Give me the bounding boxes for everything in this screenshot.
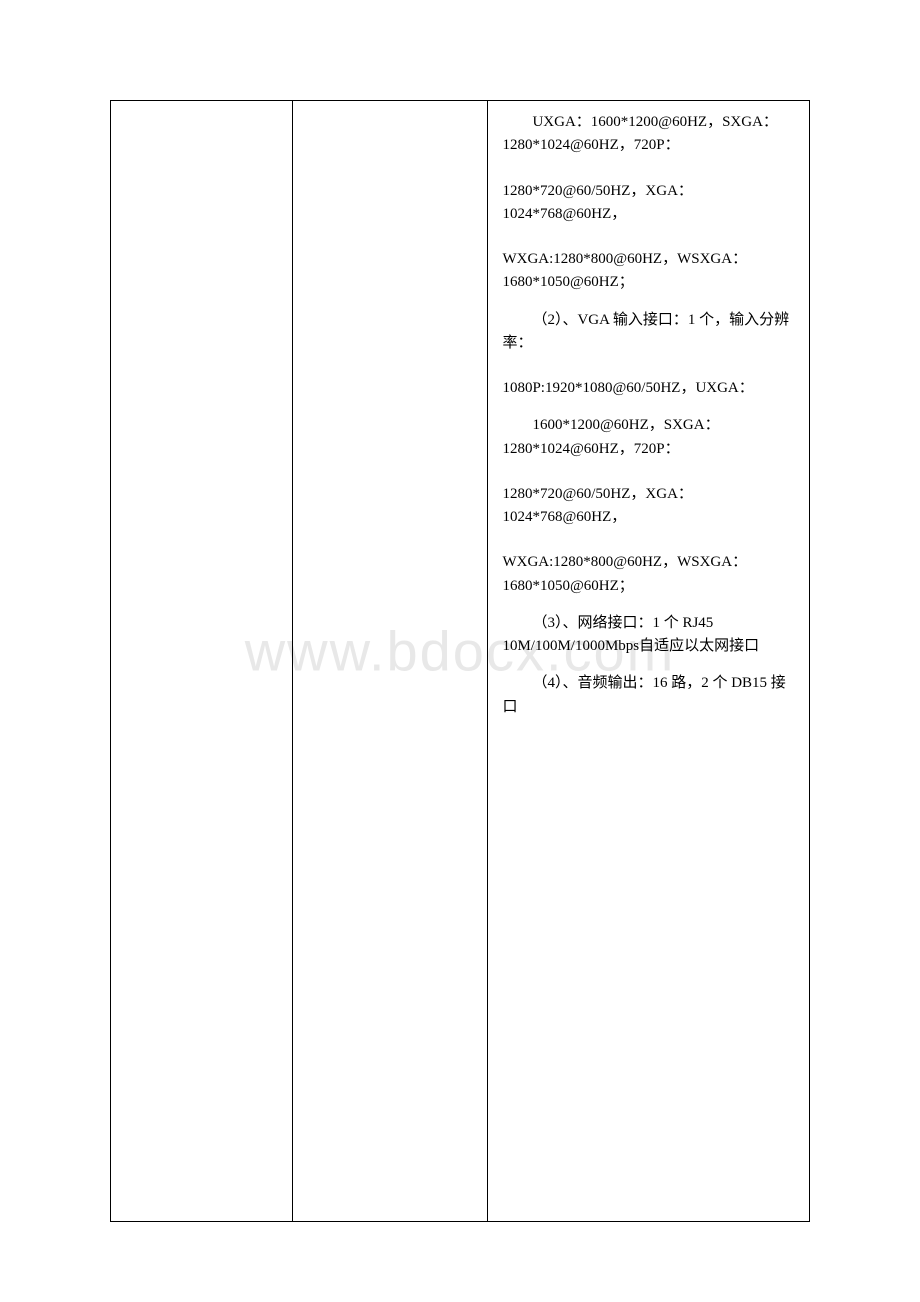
spacer (502, 226, 799, 248)
spec-paragraph: （2）、VGA 输入接口：1 个，输入分辨率： (502, 309, 799, 356)
spec-paragraph: 1080P:1920*1080@60/50HZ，UXGA： (502, 377, 799, 400)
spec-paragraph: 1600*1200@60HZ，SXGA：1280*1024@60HZ，720P： (502, 414, 799, 461)
spacer (502, 400, 799, 414)
spec-paragraph: （4）、音频输出：16 路，2 个 DB15 接口 (502, 672, 799, 719)
spec-paragraph: WXGA:1280*800@60HZ，WSXGA：1680*1050@60HZ； (502, 248, 799, 295)
spacer (502, 529, 799, 551)
table-cell-col2 (292, 101, 488, 1222)
spacer (502, 658, 799, 672)
spec-paragraph: 1280*720@60/50HZ，XGA：1024*768@60HZ， (502, 483, 799, 530)
table-cell-col1 (111, 101, 293, 1222)
spec-table-container: UXGA：1600*1200@60HZ，SXGA：1280*1024@60HZ，… (110, 100, 810, 1222)
spacer (502, 461, 799, 483)
spec-content: UXGA：1600*1200@60HZ，SXGA：1280*1024@60HZ，… (502, 111, 799, 719)
spec-table: UXGA：1600*1200@60HZ，SXGA：1280*1024@60HZ，… (110, 100, 810, 1222)
spacer (502, 295, 799, 309)
spec-paragraph: WXGA:1280*800@60HZ，WSXGA：1680*1050@60HZ； (502, 551, 799, 598)
spacer (502, 598, 799, 612)
spec-paragraph: 1280*720@60/50HZ，XGA：1024*768@60HZ， (502, 180, 799, 227)
spec-paragraph: （3）、网络接口：1 个 RJ45 10M/100M/1000Mbps自适应以太… (502, 612, 799, 659)
spec-paragraph: UXGA：1600*1200@60HZ，SXGA：1280*1024@60HZ，… (502, 111, 799, 158)
spacer (502, 355, 799, 377)
table-row: UXGA：1600*1200@60HZ，SXGA：1280*1024@60HZ，… (111, 101, 810, 1222)
table-cell-col3: UXGA：1600*1200@60HZ，SXGA：1280*1024@60HZ，… (488, 101, 810, 1222)
spacer (502, 158, 799, 180)
